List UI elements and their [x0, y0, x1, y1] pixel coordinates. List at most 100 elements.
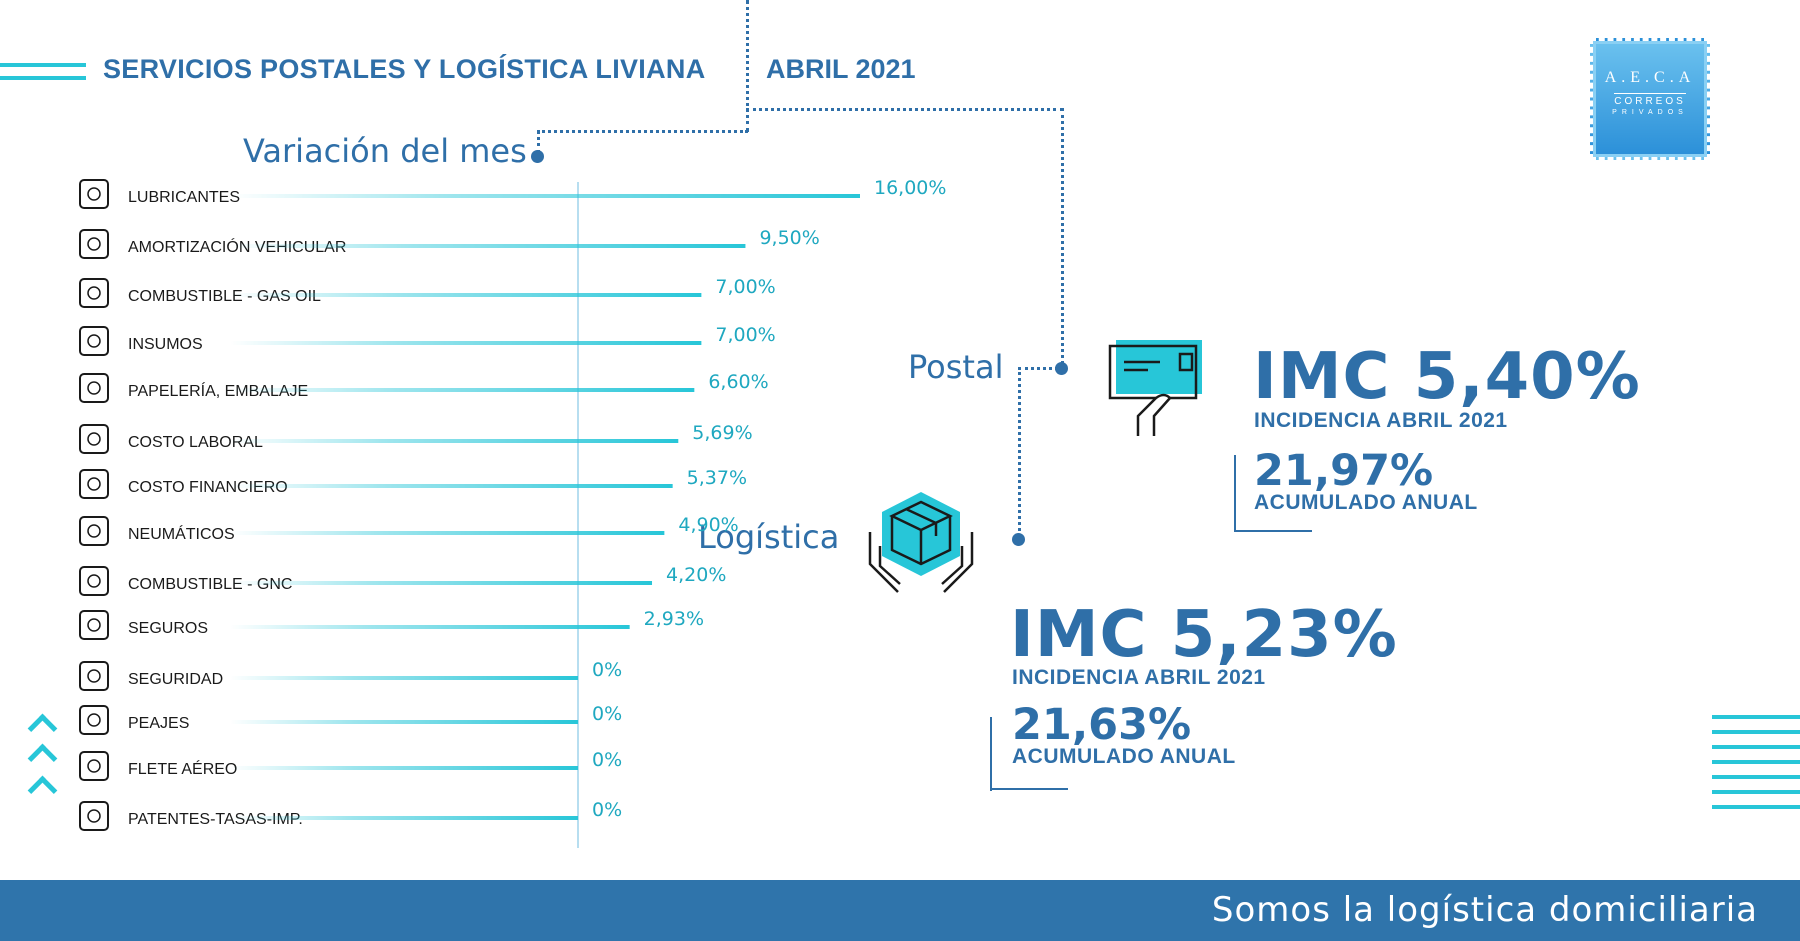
category-label: COMBUSTIBLE - GAS OIL [128, 288, 321, 305]
value-label: 0% [592, 703, 622, 725]
truck-icon-detail [87, 237, 101, 251]
clipboard-check-icon-detail [87, 334, 101, 348]
airplane-cloud-icon-detail [87, 759, 101, 773]
category-label: PATENTES-TASAS-IMP. [128, 811, 303, 828]
envelope-hand-icon [1108, 340, 1202, 436]
shield-box-icon [79, 610, 109, 640]
bar [230, 625, 630, 629]
postal-label: Postal [908, 348, 1004, 386]
category-label: FLETE AÉREO [128, 759, 237, 778]
shield-box-icon-detail [87, 618, 101, 632]
money-coins-icon [79, 424, 109, 454]
connector-line [746, 0, 749, 132]
decor-stripe [1712, 790, 1800, 794]
connector-line [537, 130, 748, 133]
connector-dot [1055, 362, 1068, 375]
postal-acumulado-value: 21,97% [1254, 446, 1434, 496]
decor-stripe [1712, 715, 1800, 719]
value-label: 16,00% [874, 177, 946, 199]
logistica-imc-value: IMC 5,23% [1010, 598, 1398, 672]
value-label: 2,93% [644, 608, 704, 630]
category-label: SEGUROS [128, 620, 208, 637]
value-label: 7,00% [715, 276, 775, 298]
bar [230, 293, 702, 297]
category-label: INSUMOS [128, 336, 203, 353]
license-plate-icon-detail [87, 809, 101, 823]
page-date: ABRIL 2021 [766, 54, 916, 84]
connector-line [1018, 367, 1058, 370]
postal-incidencia-label: INCIDENCIA ABRIL 2021 [1254, 409, 1508, 432]
logo-text-correos: CORREOS [1614, 93, 1686, 107]
guard-icon-detail [87, 669, 101, 683]
logistica-incidencia-label: INCIDENCIA ABRIL 2021 [1012, 666, 1266, 689]
connector-line [537, 130, 540, 154]
guard-icon [79, 661, 109, 691]
fuel-pump-icon [79, 278, 109, 308]
toll-icon [79, 705, 109, 735]
bar [230, 720, 578, 724]
bar [230, 531, 665, 535]
fuel-pump-icon-detail [87, 286, 101, 300]
category-label: SEGURIDAD [128, 671, 223, 688]
truck-icon [79, 229, 109, 259]
oil-can-icon [79, 179, 109, 209]
postal-bracket [1234, 530, 1312, 532]
bar [230, 194, 860, 198]
bar [230, 676, 578, 680]
value-label: 6,60% [708, 371, 768, 393]
category-label: PAPELERÍA, EMBALAJE [128, 381, 308, 400]
category-label: COSTO LABORAL [128, 434, 263, 451]
category-label: PEAJES [128, 715, 189, 732]
category-label: LUBRICANTES [128, 189, 240, 206]
money-coins-icon-detail [87, 432, 101, 446]
connector-dot [531, 150, 544, 163]
category-label: COMBUSTIBLE - GNC [128, 576, 292, 593]
oil-can-icon-detail [87, 187, 101, 201]
decor-stripe [1712, 745, 1800, 749]
decor-stripe [1712, 805, 1800, 809]
clipboard-check-icon [79, 326, 109, 356]
bar [230, 244, 746, 248]
logo-text-aeca: A.E.C.A [1604, 69, 1696, 86]
value-label: 0% [592, 659, 622, 681]
bar [230, 341, 702, 345]
footer-slogan: Somos la logística domiciliaria [1211, 890, 1758, 930]
logistica-acumulado-value: 21,63% [1012, 700, 1192, 750]
variacion-label: Variación del mes [243, 132, 527, 170]
header-stripe-top [0, 63, 86, 67]
connector-line [746, 108, 1063, 111]
package-hands-icon [868, 492, 974, 593]
postal-imc-value: IMC 5,40% [1253, 340, 1641, 414]
tire-icon [79, 516, 109, 546]
footer-bar: Somos la logística domiciliaria [0, 880, 1800, 941]
pie-chart-icon [79, 469, 109, 499]
decor-stripe [1712, 760, 1800, 764]
postal-acumulado-label: ACUMULADO ANUAL [1254, 491, 1478, 514]
postal-bracket [1234, 455, 1236, 532]
value-label: 4,20% [666, 564, 726, 586]
bar [230, 766, 578, 770]
package-icon [79, 373, 109, 403]
pie-chart-icon-detail [87, 477, 101, 491]
category-label: NEUMÁTICOS [128, 524, 235, 543]
bar [230, 439, 679, 443]
logistica-bracket [990, 717, 992, 791]
toll-icon-detail [87, 713, 101, 727]
value-label: 4,90% [678, 514, 738, 536]
header-stripe-bottom [0, 76, 86, 80]
connector-dot [1012, 533, 1025, 546]
logistica-acumulado-label: ACUMULADO ANUAL [1012, 745, 1236, 768]
value-label: 5,69% [692, 422, 752, 444]
bar [230, 816, 578, 820]
bar [230, 388, 695, 392]
decor-stripe [1712, 730, 1800, 734]
page-title: SERVICIOS POSTALES Y LOGÍSTICA LIVIANA [103, 54, 706, 84]
value-label: 5,37% [687, 467, 747, 489]
aeca-logo: A.E.C.A CORREOS PRIVADOS [1590, 38, 1710, 160]
gas-cylinder-icon [79, 566, 109, 596]
value-label: 0% [592, 749, 622, 771]
connector-line [1061, 108, 1064, 364]
connector-line [1018, 367, 1021, 537]
logistica-label: Logística [698, 518, 840, 556]
